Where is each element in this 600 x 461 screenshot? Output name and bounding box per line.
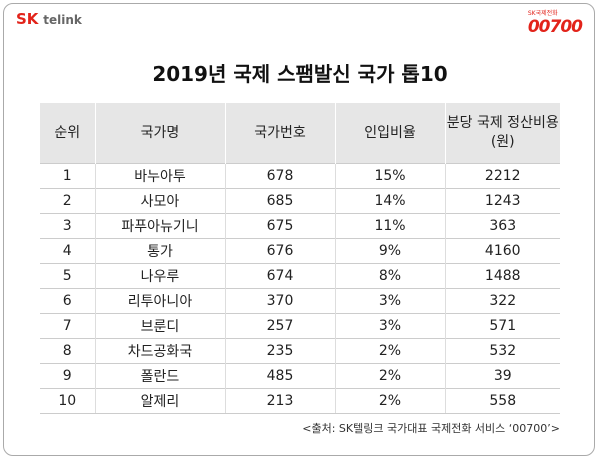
table-row: 9 폴란드 485 2% 39 [40, 363, 560, 389]
table-cell: 235 [224, 338, 335, 364]
table-row: 2 사모아 685 14% 1243 [40, 188, 560, 214]
logo-small: SK국제전화 [527, 10, 558, 17]
table-cell: 558 [444, 388, 560, 414]
table-cell: 363 [444, 213, 560, 239]
header-cell: 국가번호 [224, 103, 335, 164]
table: 순위 국가명 국가번호 인입비율 분당 국제 정산비용(원) 1 바누아투 678 15% 22… [40, 103, 560, 414]
table-row: 3 파푸아뉴기니 675 11% 363 [40, 213, 560, 239]
table-row: 5 나우루 674 8% 1488 [40, 263, 560, 289]
table-cell: 4160 [444, 238, 560, 264]
table-cell: 바누아투 [94, 163, 225, 189]
table-cell: 485 [224, 363, 335, 389]
table-cell: 678 [224, 163, 335, 189]
table-cell: 폴란드 [94, 363, 225, 389]
header-row: 순위 국가명 국가번호 인입비율 분당 국제 정산비용(원) [40, 103, 560, 164]
table-cell: 3% [334, 313, 445, 339]
header-cell: 분당 국제 정산비용(원) [444, 103, 560, 164]
table-cell: 차드공화국 [94, 338, 225, 364]
table-cell: 2% [334, 388, 445, 414]
table-cell: 674 [224, 263, 335, 289]
table-cell: 브룬디 [94, 313, 225, 339]
logo-left: SK telink [16, 10, 82, 28]
table-cell: 2 [40, 188, 95, 214]
table-cell: 10 [40, 388, 95, 414]
header-cell: 국가명 [94, 103, 225, 164]
table-cell: 4 [40, 238, 95, 264]
logo-number: 00700 [527, 17, 583, 37]
table-cell: 리투아니아 [94, 288, 225, 314]
table-cell: 1243 [444, 188, 560, 214]
table-row: 10 알제리 213 2% 558 [40, 388, 560, 414]
table-cell: 사모아 [94, 188, 225, 214]
table-cell: 8% [334, 263, 445, 289]
table-cell: 2212 [444, 163, 560, 189]
table-cell: 11% [334, 213, 445, 239]
table-cell: 9 [40, 363, 95, 389]
table-row: 4 통가 676 9% 4160 [40, 238, 560, 264]
table-cell: 1 [40, 163, 95, 189]
table-body: 1 바누아투 678 15% 2212 2 사모아 685 14% 1243 3 파푸아뉴기니 675 1… [40, 163, 560, 414]
table-cell: 370 [224, 288, 335, 314]
table-cell: 532 [444, 338, 560, 364]
title: 2019년 국제 스팸발신 국가 톱10 [152, 62, 448, 86]
table-row: 8 차드공화국 235 2% 532 [40, 338, 560, 364]
table-cell: 3% [334, 288, 445, 314]
table-row: 7 브룬디 257 3% 571 [40, 313, 560, 339]
table-cell: 3 [40, 213, 95, 239]
table-cell: 5 [40, 263, 95, 289]
table-cell: 2% [334, 363, 445, 389]
table-cell: 7 [40, 313, 95, 339]
table-cell: 알제리 [94, 388, 225, 414]
table-cell: 2% [334, 338, 445, 364]
table-cell: 257 [224, 313, 335, 339]
table-cell: 14% [334, 188, 445, 214]
table-cell: 나우루 [94, 263, 225, 289]
logo-brand: SK [16, 10, 39, 28]
header-cell: 순위 [40, 103, 95, 164]
table-cell: 675 [224, 213, 335, 239]
table-cell: 571 [444, 313, 560, 339]
table-cell: 685 [224, 188, 335, 214]
table-cell: 6 [40, 288, 95, 314]
table-cell: 1488 [444, 263, 560, 289]
logo-right: SK국제전화 00700 [527, 8, 583, 37]
table-row: 1 바누아투 678 15% 2212 [40, 163, 560, 189]
table-cell: 39 [444, 363, 560, 389]
table-cell: 322 [444, 288, 560, 314]
table-row: 6 리투아니아 370 3% 322 [40, 288, 560, 314]
table-cell: 파푸아뉴기니 [94, 213, 225, 239]
table-cell: 213 [224, 388, 335, 414]
table-cell: 15% [334, 163, 445, 189]
table-cell: 9% [334, 238, 445, 264]
table-cell: 676 [224, 238, 335, 264]
table-cell: 8 [40, 338, 95, 364]
source: <출처: SK텔링크 국가대표 국제전화 서비스 ‘00700’> [302, 422, 560, 435]
logo-name: telink [43, 13, 82, 27]
header-cell: 인입비율 [334, 103, 445, 164]
table-cell: 통가 [94, 238, 225, 264]
